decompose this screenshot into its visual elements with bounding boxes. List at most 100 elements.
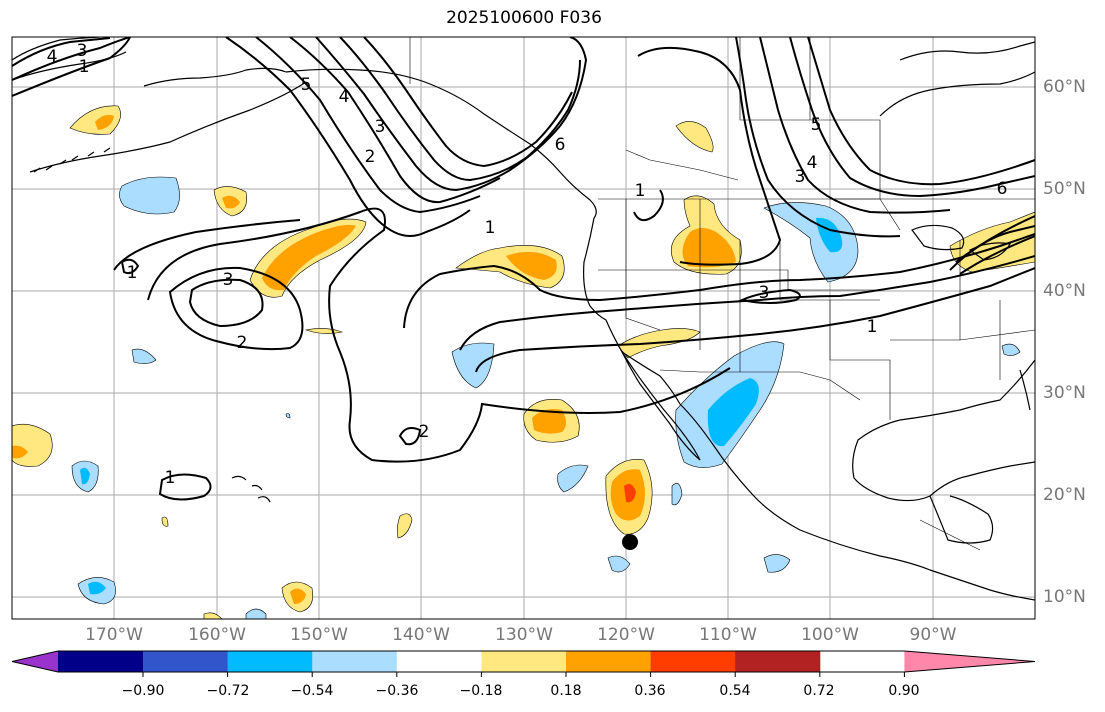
cold-anomaly-area — [671, 483, 683, 506]
contour-label: 5 — [301, 75, 312, 95]
contour-label: 1 — [79, 57, 90, 77]
gridlines — [12, 37, 1035, 619]
colorbar-tick-label: −0.36 — [375, 683, 419, 699]
cold-anomaly-area — [763, 554, 791, 573]
colorbar-tick-label: 0.90 — [888, 683, 920, 699]
lon-label: 120°W — [597, 625, 655, 645]
colorbar-extend-high — [904, 651, 1035, 672]
colorbar-tick-label: 0.18 — [550, 683, 582, 699]
colorbar-segment — [58, 651, 144, 672]
lon-label: 130°W — [495, 625, 553, 645]
map-title: 2025100600 F036 — [446, 8, 602, 28]
contour-label: 2 — [237, 333, 248, 353]
lon-label: 150°W — [290, 625, 348, 645]
cold-anomaly-area — [451, 342, 495, 389]
warm-anomaly-area — [69, 105, 121, 135]
lon-label: 170°W — [85, 625, 143, 645]
contour-label: 6 — [997, 179, 1008, 199]
warm-anomaly-area — [12, 423, 53, 467]
colorbar-segment — [143, 651, 229, 672]
warm-anomaly-peak — [624, 484, 636, 503]
contour-labels: 1 2 3 2 1 1 2 3 4 5 6 1 3 1 4 5 6 1 3 4 … — [47, 41, 1008, 488]
hawaii-islands — [231, 475, 271, 503]
colorbar-segment — [312, 651, 398, 672]
baja-california — [621, 351, 701, 461]
contour-label: 4 — [339, 87, 350, 107]
warm-anomaly-core — [506, 251, 557, 280]
warm-anomaly-core — [682, 228, 736, 268]
contour-label: 4 — [807, 153, 818, 173]
warm-anomaly-core — [532, 409, 566, 434]
contour-label: 1 — [165, 468, 176, 488]
colorbar-tick-label: 0.72 — [803, 683, 835, 699]
contour-label: 1 — [635, 181, 646, 201]
warm-anomaly-core — [95, 114, 114, 130]
contour-label: 3 — [375, 117, 386, 137]
contour-label: 3 — [77, 41, 88, 61]
hudson-bay — [879, 71, 1035, 117]
warm-anomaly-core — [12, 445, 28, 459]
lat-label: 60°N — [1043, 77, 1086, 97]
cold-anomaly-area — [245, 608, 267, 619]
colorbar-tick-label: −0.90 — [121, 683, 165, 699]
lat-label: 50°N — [1043, 179, 1086, 199]
cold-anomaly-area — [557, 464, 589, 493]
great-lakes — [911, 224, 965, 251]
warm-anomaly-area — [161, 516, 169, 527]
yucatan — [929, 495, 994, 544]
cold-anomaly-area — [763, 202, 859, 283]
warm-anomaly-core — [222, 195, 240, 209]
contour-label: 6 — [555, 135, 566, 155]
lon-label: 90°W — [909, 625, 957, 645]
colorbar — [11, 650, 1036, 677]
aleutians — [33, 147, 111, 173]
contour-label: 1 — [867, 317, 878, 337]
colorbar-tick-label: 0.54 — [719, 683, 751, 699]
colorbar-tick-label: 0.36 — [634, 683, 666, 699]
contour-label: 3 — [759, 283, 770, 303]
location-marker — [622, 534, 638, 550]
warm-anomaly-area — [203, 612, 223, 619]
warm-anomaly-core — [290, 588, 306, 604]
gulf-coast — [852, 359, 1035, 502]
lat-label: 10°N — [1043, 587, 1086, 607]
cold-anomaly-core — [80, 467, 90, 485]
lat-label: 30°N — [1043, 383, 1086, 403]
cold-anomaly-core — [88, 581, 106, 595]
contour-label: 1 — [127, 263, 138, 283]
colorbar-extend-low — [12, 651, 58, 672]
political-borders — [409, 37, 1035, 551]
map-frame — [11, 36, 1036, 620]
contour-label: 4 — [47, 47, 58, 67]
contour-closed-low — [188, 278, 264, 328]
west-coast — [583, 217, 1035, 601]
colorbar-tick-label: −0.54 — [290, 683, 334, 699]
lon-label: 160°W — [188, 625, 246, 645]
contour-label: 3 — [795, 167, 806, 187]
lon-label: 140°W — [392, 625, 450, 645]
colorbar-segment — [481, 651, 567, 672]
cold-anomaly-area — [131, 348, 157, 364]
colorbar-tick-label: −0.18 — [459, 683, 503, 699]
colorbar-segment — [227, 651, 313, 672]
contour-label: 5 — [811, 115, 822, 135]
anomaly-fills — [12, 105, 1035, 619]
lon-label: 110°W — [699, 625, 757, 645]
colorbar-outline — [11, 650, 1036, 673]
warm-anomaly-area — [304, 328, 344, 334]
colorbar-tick-label: −0.72 — [206, 683, 250, 699]
colorbar-segment — [650, 651, 736, 672]
florida — [1019, 369, 1031, 411]
warm-anomaly-area — [397, 513, 413, 539]
warm-anomaly-area — [675, 121, 714, 153]
warm-anomaly-core — [262, 224, 356, 291]
lat-label: 20°N — [1043, 485, 1086, 505]
contour-label: 2 — [365, 147, 376, 167]
coastlines — [12, 37, 1035, 601]
cold-anomaly-core — [707, 378, 759, 447]
contour-label: 1 — [485, 218, 496, 238]
cold-anomaly-area — [119, 176, 180, 215]
contour-label: 3 — [223, 270, 234, 290]
cold-anomaly-area — [285, 413, 291, 419]
colorbar-segment — [566, 651, 652, 672]
